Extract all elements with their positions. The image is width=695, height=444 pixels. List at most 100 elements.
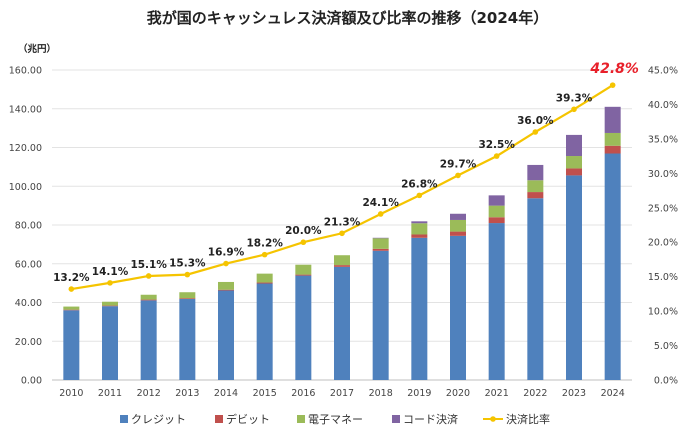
right-tick-label: 15.0% [648, 272, 678, 283]
right-axis-ticks: 0.0% 5.0% 10.0% 15.0% 20.0% 25.0% 30.0% 35.0% 40… [648, 66, 678, 387]
right-tick-label: 0.0% [654, 376, 678, 387]
bar-segment [102, 306, 118, 380]
legend-line-marker [490, 416, 496, 422]
legend-label: 電子マネー [308, 413, 363, 426]
bar-segment [256, 273, 273, 283]
bar-segment [295, 274, 312, 276]
ratio-data-label: 39.3% [556, 92, 593, 104]
left-tick-label: 120.00 [9, 143, 42, 154]
ratio-point [261, 251, 268, 258]
ratio-point [571, 106, 577, 113]
ratio-data-label: 32.5% [478, 139, 515, 151]
left-tick-label: 100.00 [9, 182, 42, 193]
bar-segment [450, 213, 466, 220]
right-tick-label: 45.0% [648, 66, 678, 77]
left-axis-ticks: 0.00 20.00 40.00 60.00 80.00 100.00 120.00 140.… [9, 66, 42, 387]
ratio-point [532, 129, 539, 135]
ratio-point [107, 280, 113, 286]
bar-segment [372, 248, 389, 251]
ratio-data-label: 13.2% [53, 272, 90, 284]
legend-swatch [297, 415, 305, 423]
bar-segment [411, 237, 428, 380]
bar-segment [179, 299, 196, 380]
ratio-point [609, 82, 616, 88]
right-tick-label: 20.0% [648, 238, 678, 249]
bar-segment [566, 175, 582, 380]
right-tick-label: 40.0% [648, 100, 678, 111]
right-tick-label: 25.0% [648, 203, 678, 214]
bar-segment [63, 306, 80, 310]
bar-segment [334, 266, 350, 380]
legend-label: クレジット [131, 413, 186, 426]
bar-segment [566, 134, 582, 157]
legend-label: デビット [226, 412, 270, 426]
bar-segment [450, 231, 466, 236]
right-tick-label: 35.0% [648, 134, 678, 145]
bar-segment [140, 299, 157, 301]
legend-swatch [392, 415, 400, 423]
left-tick-label: 60.00 [15, 259, 42, 270]
ratio-point [339, 230, 345, 237]
legend: クレジット デビット 電子マネー コード決済 決済比率 [120, 412, 550, 426]
ratio-data-label: 24.1% [362, 197, 399, 209]
right-tick-label: 5.0% [654, 341, 678, 352]
ratio-point [68, 286, 75, 292]
ratio-point [223, 260, 229, 267]
left-tick-label: 0.00 [21, 376, 42, 387]
bar-segment [450, 219, 466, 232]
bar-segment [527, 192, 544, 199]
ratio-data-label: 36.0% [517, 115, 554, 127]
bar-segment [63, 309, 80, 311]
bars-layer [63, 106, 621, 380]
bar-segment [604, 153, 621, 380]
bar-segment [488, 217, 505, 224]
x-tick-label: 2021 [485, 388, 509, 399]
left-tick-label: 20.00 [15, 337, 42, 348]
bar-segment [102, 301, 118, 306]
bar-segment [140, 300, 157, 380]
x-tick-label: 2019 [407, 388, 431, 399]
ratio-data-label: 15.3% [169, 258, 206, 270]
bar-segment [488, 223, 505, 380]
x-tick-label: 2015 [253, 388, 277, 399]
ratio-point [184, 271, 191, 278]
bar-segment [450, 235, 466, 380]
bar-segment [527, 164, 544, 181]
ratio-point [145, 273, 152, 279]
x-tick-label: 2012 [137, 388, 161, 399]
bar-segment [527, 198, 544, 380]
ratio-point [455, 172, 461, 179]
bar-segment [295, 264, 312, 275]
bar-segment [604, 106, 621, 133]
bar-segment [140, 294, 157, 300]
bar-segment [256, 283, 273, 380]
x-tick-label: 2014 [214, 388, 238, 399]
right-tick-label: 10.0% [648, 307, 678, 318]
left-tick-label: 80.00 [15, 221, 42, 232]
ratio-data-label: 16.9% [208, 247, 245, 259]
ratio-point [416, 192, 423, 199]
y-axis-unit: （兆円） [18, 43, 56, 55]
bar-segment [527, 180, 544, 193]
bar-segment [604, 145, 621, 154]
x-tick-label: 2017 [330, 388, 354, 399]
bar-segment [179, 298, 196, 300]
bar-segment [218, 281, 234, 290]
ratio-line-layer [68, 82, 616, 292]
bar-segment [218, 290, 234, 380]
legend-label: コード決済 [403, 412, 458, 426]
bar-segment [488, 195, 505, 206]
x-tick-label: 2020 [446, 388, 470, 399]
left-tick-label: 140.00 [9, 104, 42, 115]
bar-segment [218, 289, 234, 291]
bar-segment [411, 221, 428, 224]
bar-segment [102, 305, 118, 307]
x-tick-label: 2011 [98, 388, 122, 399]
ratio-data-label: 21.3% [324, 216, 361, 228]
bar-segment [488, 205, 505, 218]
bar-segment [334, 255, 350, 266]
bar-segment [566, 168, 582, 176]
bar-segment [295, 275, 312, 380]
